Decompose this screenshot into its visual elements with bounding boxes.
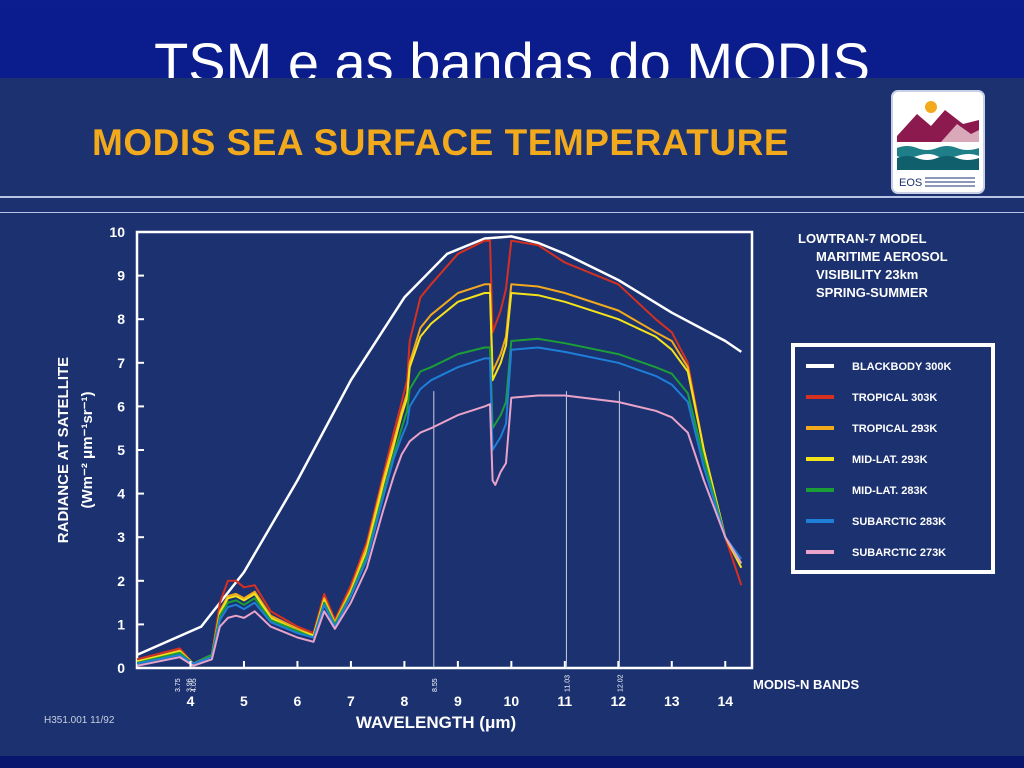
x-tick-label: 6 — [294, 693, 302, 709]
x-tick-label: 7 — [347, 693, 355, 709]
legend-label: SUBARCTIC 283K — [852, 516, 946, 528]
legend-label: TROPICAL 293K — [852, 423, 937, 435]
legend-label: SUBARCTIC 273K — [852, 547, 946, 559]
y-tick-label: 5 — [117, 442, 125, 458]
band-label: 4.05 — [191, 678, 198, 692]
series-line-6 — [136, 394, 743, 667]
x-tick-label: 14 — [717, 693, 733, 709]
legend-label: MID-LAT. 293K — [852, 454, 928, 466]
logo-label: EOS — [899, 177, 922, 189]
y-axis-label-line1: RADIANCE AT SATELLITE — [55, 357, 72, 543]
band-label: 3.96 — [186, 678, 193, 692]
series-line-3 — [136, 292, 743, 665]
x-tick-label: 4 — [187, 693, 195, 709]
y-tick-label: 4 — [117, 486, 125, 502]
band-label: 11.03 — [564, 675, 571, 692]
model-annotation: MARITIME AEROSOL — [816, 249, 948, 264]
series-line-1 — [136, 239, 743, 665]
x-tick-label: 10 — [504, 693, 520, 709]
series-line-5 — [136, 346, 743, 665]
y-tick-label: 3 — [117, 529, 125, 545]
eos-logo: EOS — [891, 90, 985, 194]
series-line-4 — [136, 337, 743, 665]
y-tick-label: 9 — [117, 268, 125, 284]
y-tick-label: 6 — [117, 398, 125, 414]
y-axis-label-line2: (Wm⁻² μm⁻¹sr⁻¹) — [79, 391, 96, 508]
model-annotation: VISIBILITY 23km — [816, 267, 918, 282]
legend-label: BLACKBODY 300K — [852, 361, 951, 373]
y-tick-label: 2 — [117, 573, 125, 589]
band-label: 8.55 — [432, 678, 439, 692]
y-tick-label: 10 — [109, 224, 125, 240]
legend-label: MID-LAT. 283K — [852, 485, 928, 497]
model-annotation: LOWTRAN-7 MODEL — [798, 231, 927, 246]
y-tick-label: 7 — [117, 355, 125, 371]
x-tick-label: 13 — [664, 693, 680, 709]
y-tick-label: 1 — [117, 616, 125, 632]
x-tick-label: 12 — [611, 693, 627, 709]
x-tick-label: 8 — [400, 693, 408, 709]
x-tick-label: 9 — [454, 693, 462, 709]
band-label: 3.75 — [175, 678, 182, 692]
x-tick-label: 5 — [240, 693, 248, 709]
panel-divider — [0, 196, 1024, 213]
x-tick-label: 11 — [557, 693, 572, 709]
band-label: 12.02 — [617, 674, 624, 692]
bands-label: MODIS-N BANDS — [753, 677, 859, 692]
footer-code: H351.001 11/92 — [44, 715, 115, 726]
series-line-0 — [136, 235, 743, 657]
model-annotation: SPRING-SUMMER — [816, 285, 929, 300]
legend-label: TROPICAL 303K — [852, 392, 937, 404]
x-axis-label: WAVELENGTH (μm) — [356, 713, 516, 732]
y-tick-label: 0 — [117, 660, 125, 676]
y-tick-label: 8 — [117, 311, 125, 327]
chart-heading: MODIS SEA SURFACE TEMPERATURE — [92, 122, 789, 163]
